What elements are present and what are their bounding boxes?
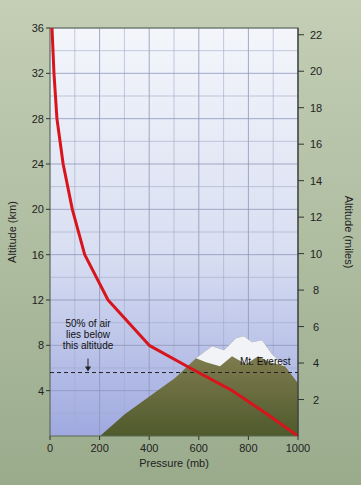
- y-tick: [46, 118, 50, 119]
- x-tick: [298, 436, 299, 440]
- y2-tick: [298, 107, 304, 108]
- y2-tick-label: 10: [310, 248, 322, 260]
- x-axis-label: Pressure (mb): [139, 457, 209, 469]
- half-air-line: [50, 372, 298, 373]
- background: [0, 0, 361, 485]
- minor-grid-line: [50, 96, 298, 97]
- y2-tick-label: 2: [313, 394, 319, 406]
- y2-tick-label: 14: [310, 175, 322, 187]
- y2-tick: [298, 34, 304, 35]
- y2-axis: [298, 28, 299, 436]
- grid-line: [50, 73, 298, 74]
- grid-line: [50, 164, 298, 165]
- y2-tick: [298, 180, 304, 181]
- y2-tick: [298, 253, 304, 254]
- series: [52, 28, 298, 436]
- y-tick-label: 20: [32, 203, 44, 215]
- y2-tick: [298, 144, 304, 145]
- y-tick: [46, 345, 50, 346]
- mountain-body: [100, 336, 298, 436]
- x-tick: [99, 436, 100, 440]
- grid-line: [50, 254, 298, 255]
- annotation-text: 50% of air: [65, 318, 111, 329]
- y2-tick: [298, 217, 304, 218]
- y2-tick: [298, 399, 304, 400]
- y2-tick-label: 16: [310, 138, 322, 150]
- annotation-text: lies below: [66, 329, 111, 340]
- y-tick: [46, 209, 50, 210]
- y-tick: [46, 73, 50, 74]
- minor-grid-line: [50, 277, 298, 278]
- grid-line: [50, 118, 298, 119]
- y-tick: [46, 164, 50, 165]
- x-tick-label: 0: [47, 442, 53, 454]
- y-tick-label: 8: [38, 339, 44, 351]
- y2-tick-label: 6: [313, 321, 319, 333]
- y-tick: [46, 390, 50, 391]
- x-tick: [50, 436, 51, 440]
- x-tick: [248, 436, 249, 440]
- grid-line: [50, 209, 298, 210]
- y2-tick-label: 8: [313, 284, 319, 296]
- minor-grid-line: [50, 50, 298, 51]
- minor-grid-line: [50, 232, 298, 233]
- minor-grid-line: [50, 141, 298, 142]
- chart: 0200400600800100048121620242832362468101…: [0, 0, 361, 485]
- x-tick-label: 800: [239, 442, 257, 454]
- y2-axis-label: Altitude (miles): [343, 196, 355, 269]
- x-tick-label: 600: [190, 442, 208, 454]
- y-tick-label: 12: [32, 294, 44, 306]
- y-tick-label: 28: [32, 113, 44, 125]
- y2-tick: [298, 71, 304, 72]
- y-tick-label: 32: [32, 67, 44, 79]
- x-tick-label: 200: [90, 442, 108, 454]
- y-tick: [46, 28, 50, 29]
- x-tick: [149, 436, 150, 440]
- plot-frame: [50, 28, 298, 436]
- y2-tick: [298, 290, 304, 291]
- minor-grid-line: [50, 186, 298, 187]
- y-tick: [46, 254, 50, 255]
- mountain: [100, 336, 298, 436]
- y-tick-label: 24: [32, 158, 44, 170]
- x-tick: [198, 436, 199, 440]
- y2-tick-label: 20: [310, 65, 322, 77]
- y-tick-label: 16: [32, 249, 44, 261]
- y2-tick-label: 22: [310, 29, 322, 41]
- y2-tick: [298, 326, 304, 327]
- y2-tick-label: 4: [313, 357, 319, 369]
- y-tick: [46, 300, 50, 301]
- y2-tick: [298, 363, 304, 364]
- pressure-curve: [52, 28, 298, 436]
- y-axis-label: Altitude (km): [6, 201, 18, 263]
- arrow-head: [85, 367, 91, 372]
- annotation-text: this altitude: [63, 340, 114, 351]
- annotation-text: Mt. Everest: [240, 356, 291, 367]
- x-tick-label: 1000: [286, 442, 310, 454]
- grid-line: [298, 28, 299, 436]
- y-tick-label: 4: [38, 385, 44, 397]
- y2-tick-label: 12: [310, 211, 322, 223]
- grid-line: [50, 300, 298, 301]
- y2-tick-label: 18: [310, 102, 322, 114]
- y-tick-label: 36: [32, 22, 44, 34]
- x-tick-label: 400: [140, 442, 158, 454]
